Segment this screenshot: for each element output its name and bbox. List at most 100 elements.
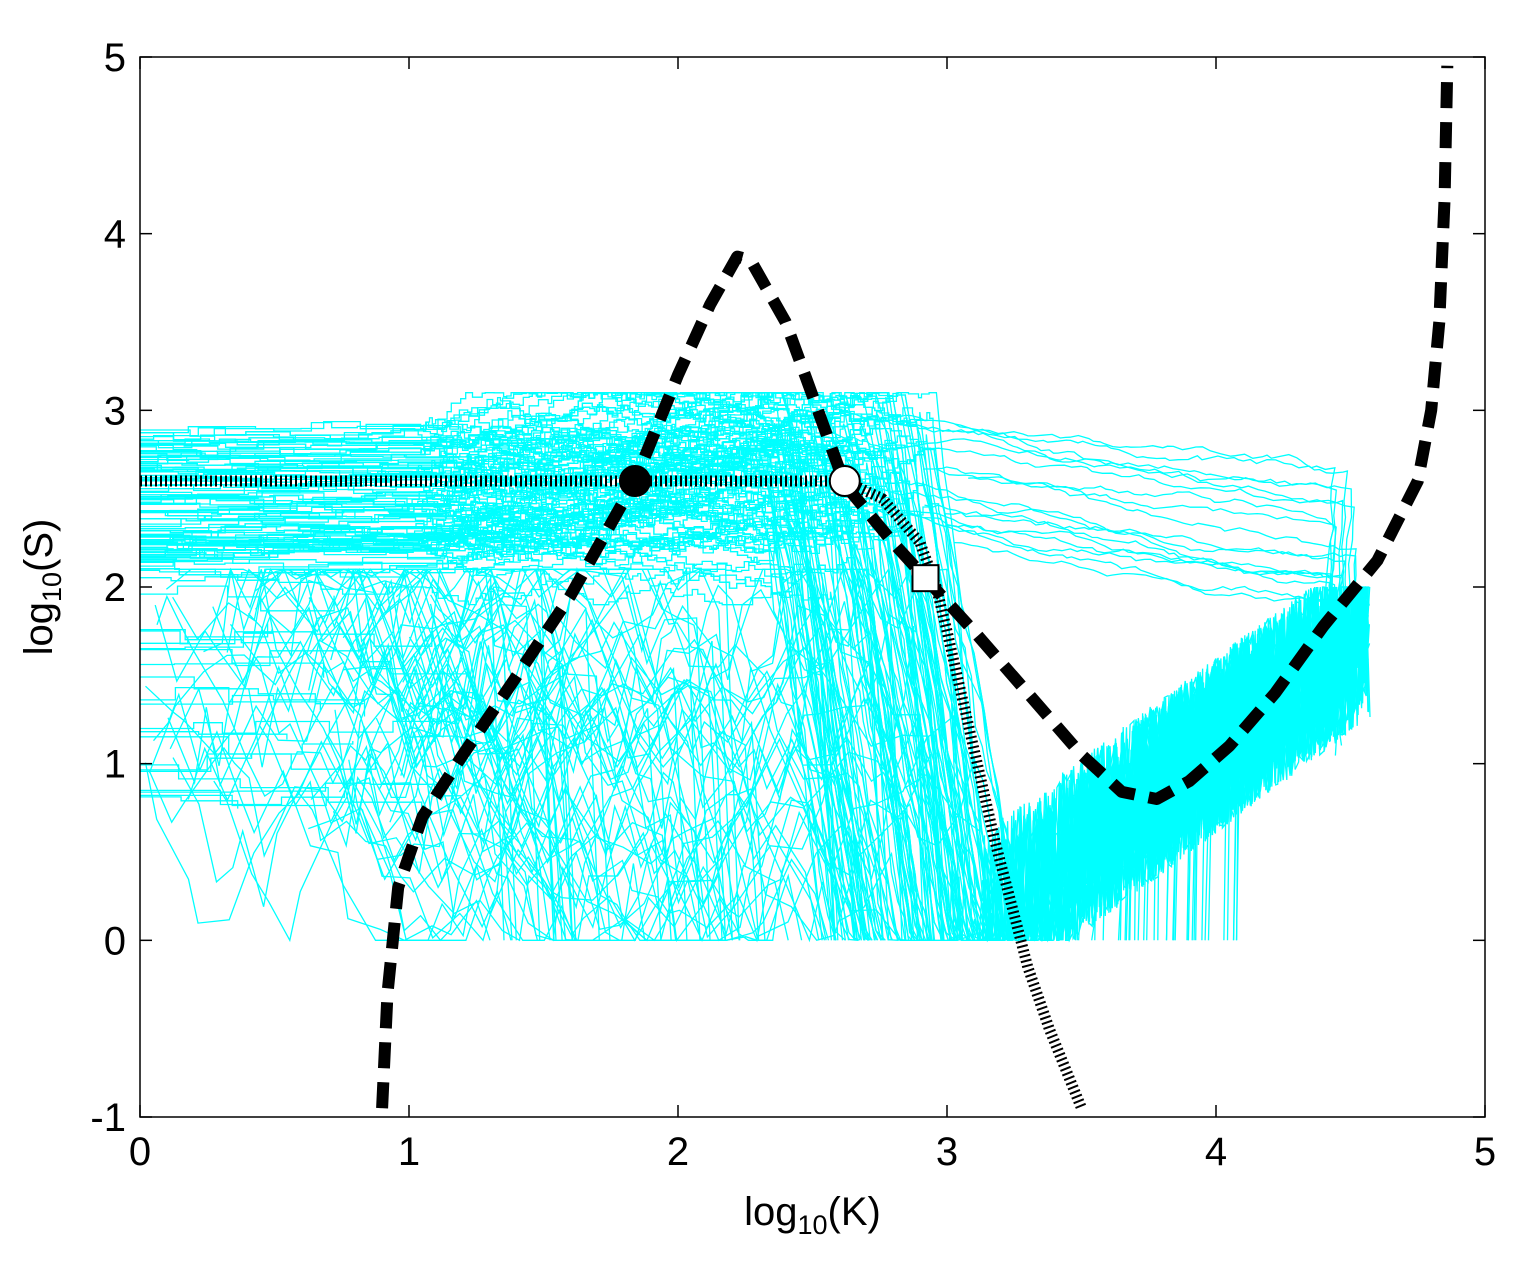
- x-tick-label: 0: [129, 1130, 151, 1174]
- trajectory-line: [924, 504, 1332, 749]
- x-tick-label: 4: [1205, 1130, 1227, 1174]
- trajectory-line: [144, 581, 600, 941]
- trajectory-line: [954, 423, 1349, 732]
- x-axis-label-suffix: (K): [828, 1190, 881, 1234]
- trajectory-line: [140, 694, 366, 717]
- trajectory-line: [140, 648, 325, 678]
- trajectory-line: [839, 409, 1353, 756]
- dashed-boundary-curve: [376, 65, 1454, 1109]
- y-tick-label: -1: [90, 1096, 126, 1140]
- trajectory-line: [140, 736, 354, 755]
- trajectory-line: [413, 653, 741, 941]
- trajectory-line: [417, 623, 557, 941]
- x-axis-label-prefix: log: [744, 1190, 797, 1234]
- y-axis-label-prefix: log: [17, 602, 61, 655]
- trajectory-line: [212, 568, 551, 941]
- trajectory-line: [873, 508, 1336, 734]
- trajectory-line: [361, 714, 969, 942]
- trajectory-line: [1223, 586, 1369, 941]
- trajectory-line: [140, 532, 882, 941]
- trajectory-line: [140, 448, 1023, 941]
- trajectory-line: [140, 629, 273, 650]
- x-tick-label: 2: [667, 1130, 689, 1174]
- trajectory-line: [167, 583, 935, 941]
- x-tick-label: 5: [1474, 1130, 1496, 1174]
- trajectory-line: [140, 481, 1010, 941]
- y-tick-label: 3: [104, 389, 126, 433]
- trajectory-line: [1029, 649, 1261, 941]
- x-axis-label-sub: 10: [798, 1210, 828, 1240]
- trajectory-line: [821, 485, 1332, 747]
- trajectory-line: [904, 421, 1337, 747]
- trajectory-line: [140, 676, 364, 705]
- trajectory-line: [877, 443, 1344, 740]
- x-tick-label: 3: [936, 1130, 958, 1174]
- x-axis-label: log10(K): [744, 1190, 881, 1240]
- trajectory-line: [140, 686, 322, 710]
- trajectory-line: [400, 613, 944, 941]
- trajectory-line: [140, 753, 253, 773]
- trajectory-line: [140, 629, 302, 644]
- trajectory-line: [254, 568, 555, 941]
- y-tick-label: 2: [104, 566, 126, 610]
- open-circle-marker: [828, 465, 861, 497]
- trajectory-line: [140, 650, 469, 677]
- trajectory-line: [395, 568, 989, 942]
- trajectory-line: [254, 567, 994, 941]
- trajectory-line: [140, 403, 981, 941]
- trajectory-line: [357, 580, 766, 941]
- trajectory-line: [430, 568, 611, 941]
- trajectory-line: [140, 764, 423, 815]
- trajectory-line: [389, 661, 884, 942]
- trajectory-line: [308, 567, 505, 941]
- trajectory-line: [990, 805, 1105, 941]
- trajectory-line: [1165, 586, 1368, 941]
- trajectory-line: [334, 585, 574, 941]
- trajectory-line: [140, 424, 858, 941]
- trajectory-line: [140, 402, 991, 941]
- trajectory-line: [213, 567, 903, 943]
- trajectory-line: [140, 440, 873, 941]
- trajectory-line: [429, 603, 906, 941]
- open-square-marker: [911, 564, 940, 593]
- trajectory-line: [140, 630, 433, 647]
- trajectory-line: [140, 794, 327, 807]
- trajectory-line: [203, 568, 907, 941]
- trajectory-line: [140, 731, 288, 740]
- trajectory-line: [342, 568, 839, 941]
- trajectory-line: [140, 796, 239, 809]
- trajectory-line: [140, 392, 944, 941]
- y-axis-label: log10(S): [17, 519, 67, 656]
- trajectory-line: [140, 720, 450, 734]
- y-tick-label: 1: [104, 743, 126, 787]
- trajectory-line: [152, 692, 491, 942]
- trajectory-line: [338, 648, 662, 941]
- trajectory-line: [140, 423, 932, 941]
- y-tick-label: 4: [104, 213, 126, 257]
- y-axis-label-sub: 10: [37, 572, 67, 602]
- trajectory-line: [140, 782, 454, 800]
- trajectory-line: [140, 512, 984, 941]
- y-tick-label: 5: [104, 36, 126, 80]
- y-axis-label-suffix: (S): [17, 519, 61, 572]
- trajectory-line: [148, 566, 701, 941]
- trajectory-line: [310, 765, 826, 942]
- trajectory-line: [835, 485, 1346, 737]
- trajectory-line: [968, 477, 1357, 736]
- trajectory-line: [172, 588, 943, 941]
- marker-layer: [618, 465, 940, 593]
- trajectory-line: [165, 568, 928, 941]
- trajectory-line: [140, 506, 953, 941]
- trajectory-line: [154, 568, 883, 941]
- trajectory-line: [229, 623, 576, 941]
- trajectory-line: [145, 567, 733, 941]
- trajectory-line: [830, 430, 1355, 746]
- trajectory-line: [360, 754, 847, 943]
- trajectory-layer: [140, 392, 1371, 943]
- filled-circle-marker: [618, 465, 651, 497]
- x-tick-label: 1: [398, 1130, 420, 1174]
- trajectory-line: [169, 604, 942, 941]
- trajectory-line: [922, 466, 1336, 742]
- trajectory-line: [140, 410, 958, 941]
- trajectory-line: [259, 632, 688, 941]
